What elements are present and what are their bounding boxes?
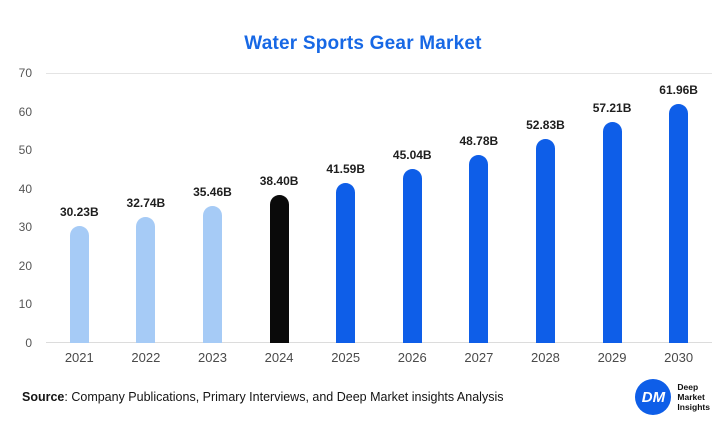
bar-2024 xyxy=(269,194,289,343)
bar-value-label-2029: 57.21B xyxy=(592,101,632,116)
y-tick-label-50: 50 xyxy=(18,143,32,158)
y-tick-label-30: 30 xyxy=(18,220,32,235)
bar-2025 xyxy=(336,182,356,343)
source-text: : Company Publications, Primary Intervie… xyxy=(64,390,504,404)
chart-title: Water Sports Gear Market xyxy=(244,33,482,54)
bar-value-label-2026: 45.04B xyxy=(392,148,432,163)
y-tick-label-20: 20 xyxy=(18,258,32,273)
x-tick-label-2026: 2026 xyxy=(397,350,427,365)
x-tick-label-2029: 2029 xyxy=(597,350,627,365)
y-tick-label-60: 60 xyxy=(18,104,32,119)
bar-value-label-2023: 35.46B xyxy=(193,185,232,200)
bar-2027 xyxy=(469,154,489,343)
top-gridline xyxy=(46,73,712,74)
source-label: Source xyxy=(22,390,65,404)
bar-value-label-2021: 30.23B xyxy=(59,205,99,220)
bar-2030 xyxy=(669,104,689,343)
bar-2023 xyxy=(202,206,222,343)
logo-line-deep: Deep xyxy=(677,381,699,392)
bar-2026 xyxy=(402,169,422,343)
bar-group-2030: 61.96B xyxy=(646,73,712,343)
logo-dm-icon: DM xyxy=(635,379,672,415)
x-tick-label-2027: 2027 xyxy=(464,350,494,365)
bar-group-2022: 32.74B xyxy=(113,73,179,343)
y-tick-label-40: 40 xyxy=(18,181,32,196)
source-note: Source: Company Publications, Primary In… xyxy=(22,390,503,404)
x-tick-label-2021: 2021 xyxy=(64,350,94,365)
y-tick-label-10: 10 xyxy=(18,297,32,312)
x-tick-label-2024: 2024 xyxy=(264,350,294,365)
bars: 30.23B 32.74B 35.46B 38.40B 41.59B 45.04B 48.7… xyxy=(46,73,712,343)
bar-2021 xyxy=(69,226,89,343)
y-axis-labels: 0 10 20 30 40 50 60 70 xyxy=(0,66,40,350)
x-tick-label-2030: 2030 xyxy=(664,350,694,365)
bar-group-2028: 52.83B xyxy=(512,73,578,343)
bar-group-2021: 30.23B xyxy=(46,73,112,343)
x-tick-label-2022: 2022 xyxy=(131,350,161,365)
bar-2028 xyxy=(535,139,555,343)
plot-area: 30.23B 32.74B 35.46B 38.40B 41.59B 45.04B 48.7… xyxy=(46,73,712,343)
bar-value-label-2027: 48.78B xyxy=(459,133,499,148)
y-tick-label-70: 70 xyxy=(18,66,32,80)
bar-value-label-2022: 32.74B xyxy=(126,195,166,210)
logo-line-insights: Insights xyxy=(677,402,710,413)
bar-value-label-2030: 61.96B xyxy=(659,83,698,98)
bar-2022 xyxy=(136,216,156,343)
bar-group-2024: 38.40B xyxy=(246,73,312,343)
bar-group-2027: 48.78B xyxy=(446,73,512,343)
bar-2029 xyxy=(602,122,622,343)
x-axis-labels: 2021 2022 2023 2024 2025 2026 2027 2028 2029 2030 xyxy=(46,350,712,365)
x-tick-label-2028: 2028 xyxy=(530,350,560,365)
x-tick-label-2023: 2023 xyxy=(198,350,227,365)
logo-line-market: Market xyxy=(677,391,705,402)
bar-group-2026: 45.04B xyxy=(379,73,445,343)
x-axis-line xyxy=(46,342,712,343)
bar-value-label-2025: 41.59B xyxy=(326,161,366,176)
bar-value-label-2024: 38.40B xyxy=(259,173,299,188)
logo-text: Deep Market Insights xyxy=(677,382,710,413)
y-tick-label-0: 0 xyxy=(25,336,32,350)
bar-value-label-2028: 52.83B xyxy=(526,118,565,133)
x-tick-label-2025: 2025 xyxy=(331,350,361,365)
bar-group-2029: 57.21B xyxy=(579,73,645,343)
bar-group-2025: 41.59B xyxy=(313,73,379,343)
bar-group-2023: 35.46B xyxy=(179,73,245,343)
brand-logo: DM Deep Market Insights xyxy=(635,379,710,415)
